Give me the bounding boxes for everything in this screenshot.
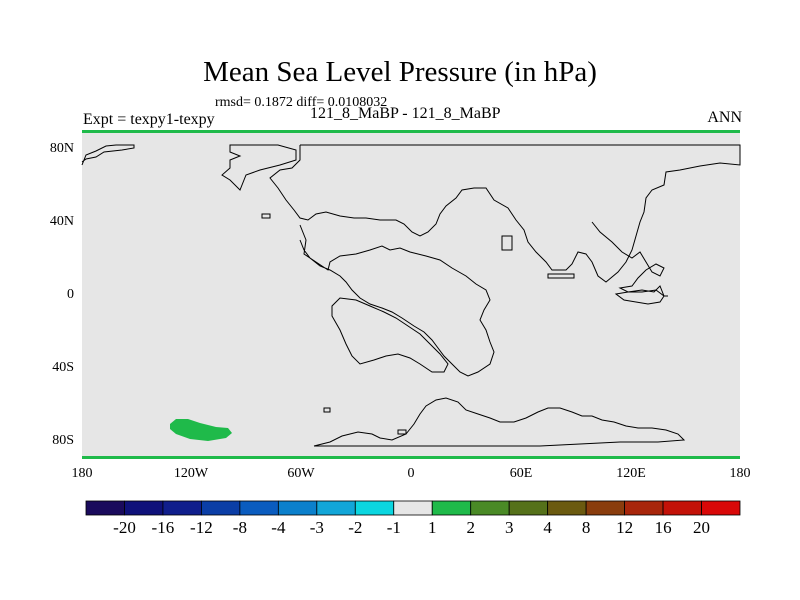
lon-tick-label: 120E [616, 466, 646, 481]
colorbar-swatch [162, 500, 202, 516]
lon-tick-label: 60E [509, 466, 533, 481]
coastline-europe-africa [299, 224, 495, 377]
colorbar-label: -1 [386, 518, 401, 537]
lat-tick-label: 80N [49, 141, 74, 156]
lon-tick-label: 180 [729, 466, 751, 481]
map-background [82, 130, 740, 459]
colorbar-label: -2 [348, 518, 363, 537]
colorbar-swatch [662, 500, 702, 516]
colorbar-label: 16 [654, 518, 672, 537]
colorbar-swatch [124, 500, 164, 516]
south-pole-band [82, 456, 740, 459]
colorbar-label: -16 [151, 518, 175, 537]
lon-tick-label: 180 [71, 466, 93, 481]
lat-tick-label: 40S [52, 360, 74, 375]
colorbar-label: 1 [427, 518, 437, 537]
coastline-island [547, 273, 575, 279]
experiment-label: Expt = texpy1-texpy [83, 111, 215, 128]
colorbar-swatch [508, 500, 549, 516]
lon-tick-label: 0 [407, 466, 415, 481]
colorbar-swatch [354, 500, 395, 516]
positive-anomaly-region [170, 419, 232, 441]
coastline-island [261, 213, 271, 219]
lat-tick-label: 0 [67, 287, 74, 302]
stats-label: rmsd= 0.1872 diff= 0.0108032 [215, 95, 388, 110]
colorbar-swatch [470, 500, 510, 516]
colorbar-swatch [624, 500, 664, 516]
coastline-eurasia [269, 144, 741, 283]
colorbar-swatch [85, 500, 125, 516]
coastline-australia [614, 289, 665, 305]
colorbar-label: -12 [190, 518, 213, 537]
colorbar-swatch [316, 500, 356, 516]
colorbar-swatch [277, 500, 318, 516]
colorbar-label: -3 [309, 518, 324, 537]
coastline-island [501, 235, 513, 251]
colorbar-swatches [85, 500, 741, 516]
colorbar-swatch [585, 500, 625, 516]
case-label: 121_8_MaBP - 121_8_MaBP [310, 105, 501, 122]
map-title: Mean Sea Level Pressure (in hPa) [203, 56, 597, 88]
colorbar-label: 3 [504, 518, 514, 537]
north-pole-band [82, 130, 740, 133]
coastline-island [397, 429, 407, 435]
lon-tick-label: 120W [173, 466, 209, 481]
coastline-south-america [331, 297, 449, 373]
coastline-north-america [81, 144, 135, 166]
colorbar-swatch [201, 500, 241, 516]
colorbar-label: 4 [543, 518, 552, 537]
lat-tick-label: 40N [49, 214, 74, 229]
colorbar-swatch [393, 500, 433, 516]
colorbar-label: -4 [271, 518, 286, 537]
colorbar-label: 2 [466, 518, 475, 537]
colorbar-label: -8 [232, 518, 247, 537]
colorbar-label: 8 [581, 518, 591, 537]
lat-tick-label: 80S [52, 433, 74, 448]
coastline-greenland [221, 144, 297, 191]
colorbar-label: -20 [113, 518, 136, 537]
coastline-island [323, 407, 331, 413]
colorbar-swatch [701, 500, 741, 516]
colorbar-swatch [547, 500, 587, 516]
lon-tick-label: 60W [287, 466, 315, 481]
colorbar-label: 20 [693, 518, 710, 537]
colorbar-swatch [239, 500, 279, 516]
colorbar-label: 12 [616, 518, 634, 537]
colorbar-swatch [431, 500, 472, 516]
coastlines [81, 144, 741, 447]
season-label: ANN [707, 109, 742, 126]
